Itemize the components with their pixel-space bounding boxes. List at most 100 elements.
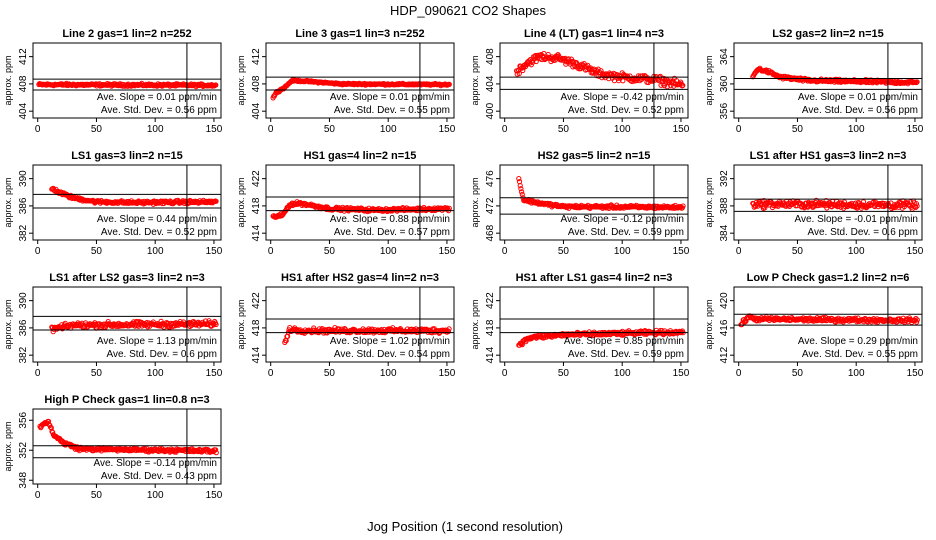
plot-frame bbox=[32, 42, 222, 119]
x-tick-label: 100 bbox=[848, 368, 865, 379]
y-axis-label: approx. ppm bbox=[704, 55, 714, 105]
slope-annotation: Ave. Slope = 1.02 ppm/min bbox=[330, 336, 450, 347]
y-axis-label: approx. ppm bbox=[3, 421, 13, 471]
y-axis-label: approx. ppm bbox=[3, 299, 13, 349]
slope-annotation: Ave. Slope = 0.01 ppm/min bbox=[97, 92, 217, 103]
data-point bbox=[213, 198, 219, 204]
data-point bbox=[213, 447, 219, 453]
slope-annotation: Ave. Slope = -0.12 ppm/min bbox=[561, 214, 685, 225]
plot-frame bbox=[265, 164, 455, 241]
y-tick-label: 360 bbox=[719, 75, 730, 92]
data-point bbox=[446, 326, 452, 332]
x-tick-label: 50 bbox=[324, 124, 336, 135]
data-point bbox=[755, 203, 761, 209]
x-tick-label: 100 bbox=[614, 246, 631, 257]
figure-title: HDP_090621 CO2 Shapes bbox=[390, 3, 547, 18]
y-tick-label: 386 bbox=[18, 319, 29, 336]
y-axis-label: approx. ppm bbox=[470, 299, 480, 349]
plot-frame bbox=[499, 286, 689, 363]
y-tick-label: 414 bbox=[251, 224, 262, 241]
y-axis-label: approx. ppm bbox=[3, 55, 13, 105]
y-tick-label: 422 bbox=[251, 292, 262, 309]
plot-frame bbox=[733, 164, 923, 241]
y-tick-label: 412 bbox=[18, 48, 29, 65]
y-tick-label: 404 bbox=[251, 102, 262, 119]
x-tick-label: 100 bbox=[147, 368, 164, 379]
x-tick-label: 150 bbox=[673, 368, 690, 379]
y-tick-label: 412 bbox=[719, 346, 730, 363]
x-tick-label: 100 bbox=[614, 368, 631, 379]
data-point bbox=[213, 321, 219, 328]
stddev-annotation: Ave. Std. Dev. = 0.56 ppm bbox=[101, 105, 217, 116]
data-point bbox=[822, 200, 828, 206]
stddev-annotation: Ave. Std. Dev. = 0.6 ppm bbox=[106, 349, 217, 360]
data-point bbox=[368, 329, 374, 335]
x-tick-label: 0 bbox=[268, 368, 274, 379]
data-point bbox=[812, 202, 818, 208]
x-tick-label: 150 bbox=[907, 124, 924, 135]
y-tick-label: 356 bbox=[18, 411, 29, 428]
chart-panel: LS1 after LS2 gas=3 lin=2 n=3 0 50 100 150 38… bbox=[3, 272, 223, 379]
data-point bbox=[446, 81, 452, 88]
y-tick-label: 348 bbox=[18, 471, 29, 488]
y-tick-label: 408 bbox=[18, 75, 29, 92]
data-point bbox=[914, 317, 920, 323]
data-point bbox=[627, 73, 633, 79]
x-tick-label: 50 bbox=[324, 246, 336, 257]
slope-annotation: Ave. Slope = 0.29 ppm/min bbox=[798, 336, 918, 347]
y-tick-label: 420 bbox=[719, 292, 730, 309]
slope-annotation: Ave. Slope = 0.85 ppm/min bbox=[564, 336, 684, 347]
panel-title: Line 3 gas=1 lin=3 n=252 bbox=[295, 28, 424, 40]
slope-annotation: Ave. Slope = -0.01 ppm/min bbox=[795, 214, 919, 225]
stddev-annotation: Ave. Std. Dev. = 0.6 ppm bbox=[807, 227, 918, 238]
chart-panel: Line 3 gas=1 lin=3 n=252 0 50 100 150 404 408 4… bbox=[236, 28, 456, 135]
x-tick-label: 150 bbox=[206, 368, 223, 379]
x-tick-label: 0 bbox=[35, 490, 41, 501]
y-tick-label: 422 bbox=[485, 292, 496, 309]
slope-annotation: Ave. Slope = -0.42 ppm/min bbox=[561, 92, 685, 103]
data-point bbox=[680, 82, 686, 89]
data-point bbox=[533, 58, 539, 65]
panels: Line 2 gas=1 lin=2 n=252 0 50 100 150 404 408 4… bbox=[3, 28, 924, 501]
x-tick-label: 0 bbox=[502, 368, 508, 379]
chart-panel: HS2 gas=5 lin=2 n=15 0 50 100 150 468 472 476 ap… bbox=[470, 150, 690, 257]
stddev-annotation: Ave. Std. Dev. = 0.43 ppm bbox=[101, 471, 217, 482]
stddev-annotation: Ave. Std. Dev. = 0.52 ppm bbox=[101, 227, 217, 238]
chart-panel: HS1 after LS1 gas=4 lin=2 n=3 0 50 100 150 41… bbox=[470, 272, 690, 379]
figure-xlabel: Jog Position (1 second resolution) bbox=[367, 519, 563, 534]
slope-annotation: Ave. Slope = 0.01 ppm/min bbox=[330, 92, 450, 103]
x-tick-label: 0 bbox=[502, 124, 508, 135]
x-tick-label: 150 bbox=[673, 246, 690, 257]
y-tick-label: 418 bbox=[251, 197, 262, 214]
plot-frame bbox=[499, 164, 689, 241]
y-tick-label: 356 bbox=[719, 102, 730, 119]
y-tick-label: 408 bbox=[251, 75, 262, 92]
x-tick-label: 150 bbox=[439, 124, 456, 135]
chart-panel: LS2 gas=2 lin=2 n=15 0 50 100 150 356 360 364 ap… bbox=[704, 28, 924, 135]
stddev-annotation: Ave. Std. Dev. = 0.56 ppm bbox=[802, 105, 918, 116]
y-tick-label: 384 bbox=[719, 224, 730, 241]
panel-title: Line 4 (LT) gas=1 lin=4 n=3 bbox=[524, 28, 664, 40]
x-tick-label: 0 bbox=[268, 124, 274, 135]
data-point bbox=[519, 189, 525, 195]
chart-panel: Line 4 (LT) gas=1 lin=4 n=3 0 50 100 150 400 4… bbox=[470, 28, 690, 135]
x-tick-label: 50 bbox=[792, 124, 804, 135]
y-tick-label: 418 bbox=[485, 319, 496, 336]
slope-annotation: Ave. Slope = -0.14 ppm/min bbox=[94, 458, 218, 469]
y-axis-label: approx. ppm bbox=[3, 177, 13, 227]
x-tick-label: 100 bbox=[147, 246, 164, 257]
y-tick-label: 414 bbox=[251, 346, 262, 363]
data-point bbox=[516, 176, 522, 182]
x-tick-label: 150 bbox=[439, 368, 456, 379]
data-point bbox=[914, 79, 920, 85]
plot-frame bbox=[265, 286, 455, 363]
y-tick-label: 418 bbox=[251, 319, 262, 336]
y-tick-label: 408 bbox=[485, 48, 496, 65]
chart-panel: LS1 gas=3 lin=2 n=15 0 50 100 150 382 386 390 ap… bbox=[3, 150, 223, 257]
slope-annotation: Ave. Slope = 0.44 ppm/min bbox=[97, 214, 217, 225]
y-tick-label: 414 bbox=[485, 346, 496, 363]
data-point bbox=[659, 78, 666, 84]
x-tick-label: 0 bbox=[35, 124, 41, 135]
data-point bbox=[620, 78, 626, 84]
x-tick-label: 0 bbox=[736, 246, 742, 257]
